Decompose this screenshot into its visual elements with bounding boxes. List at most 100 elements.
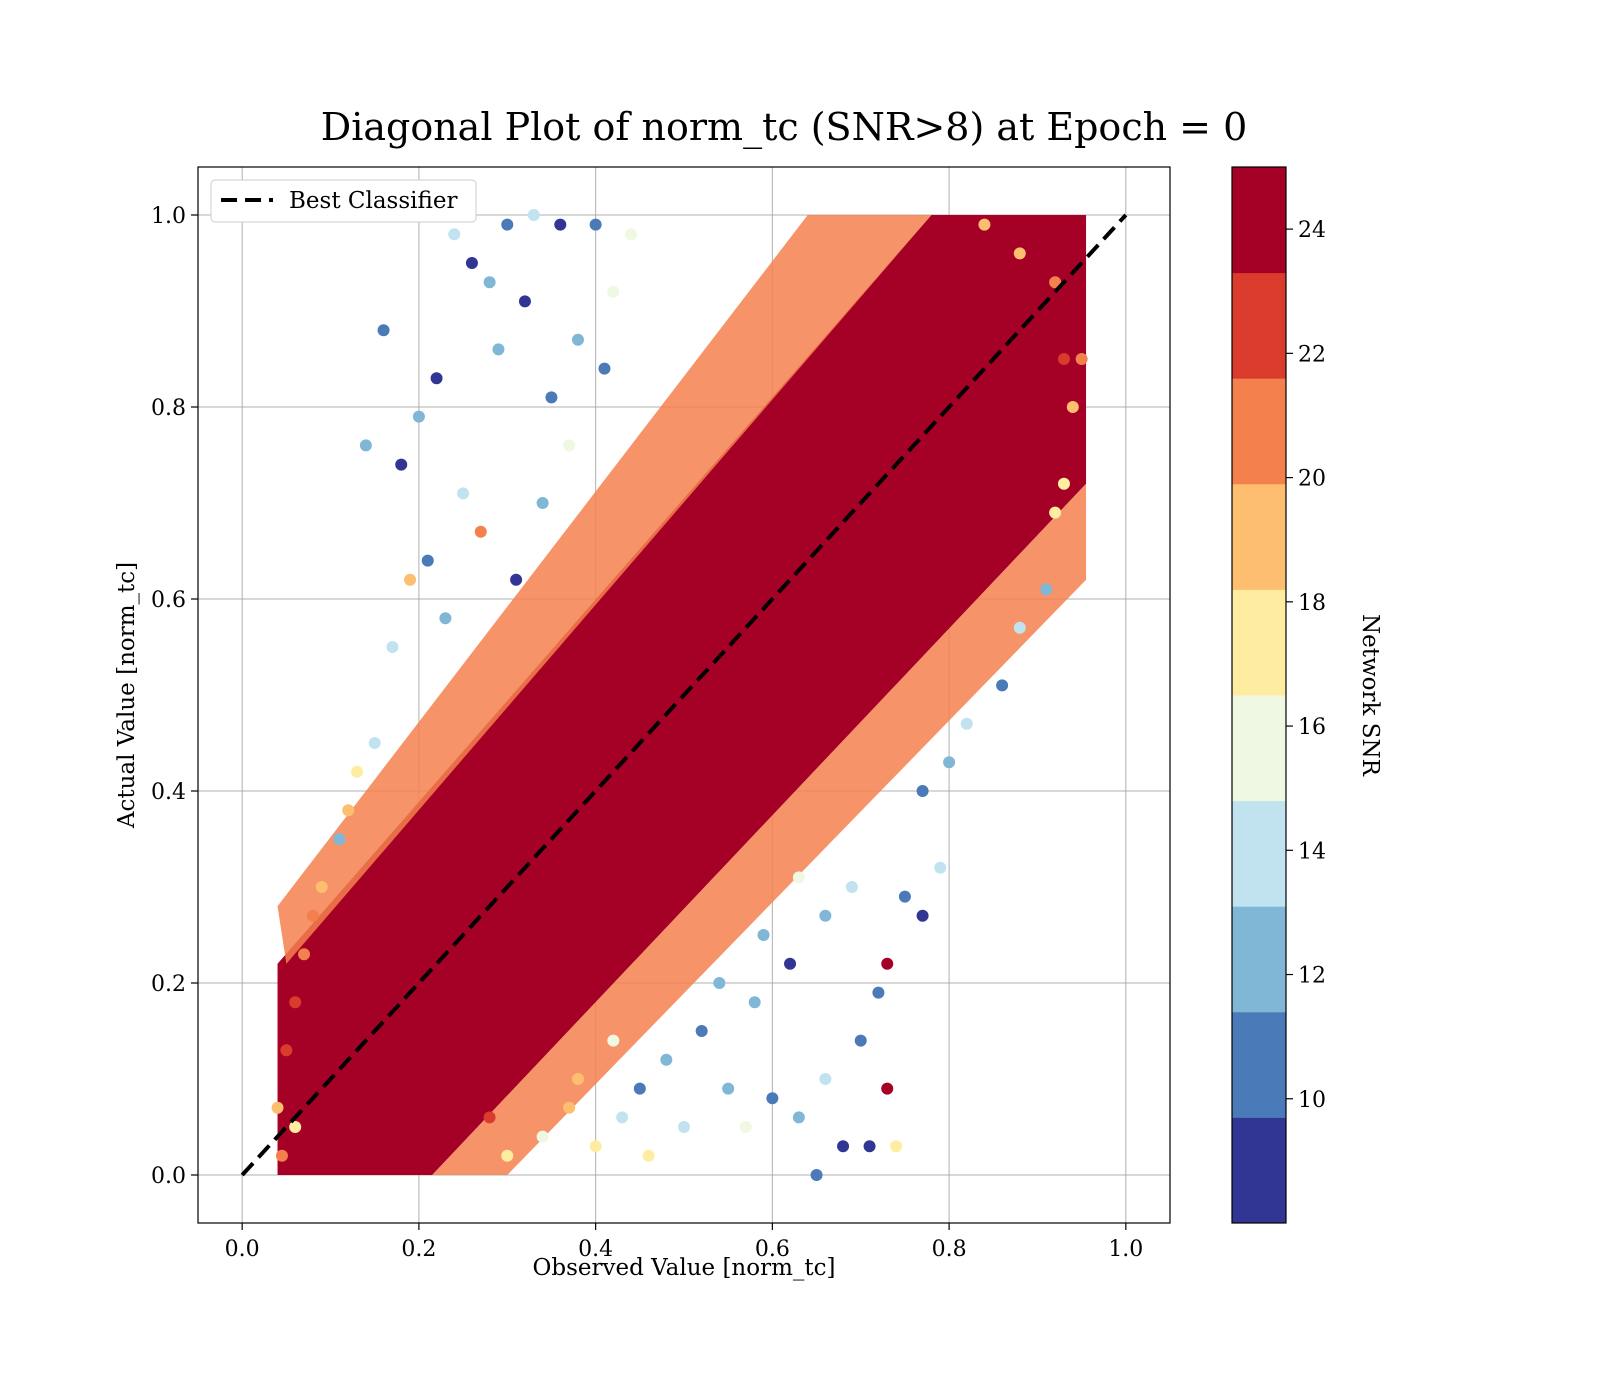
scatter-point [1013, 621, 1026, 634]
scatter-point [289, 1121, 302, 1133]
scatter-point [395, 458, 408, 471]
scatter-point [996, 679, 1009, 692]
scatter-point [1066, 401, 1079, 413]
scatter-point [421, 554, 434, 567]
x-axis-label: Observed Value [norm_tc] [533, 1255, 836, 1281]
colorbar-frame [1231, 166, 1287, 1224]
y-axis-ticks: 0.0 0.2 0.4 0.6 0.8 1.0 [151, 204, 198, 1189]
scatter-point [766, 1092, 779, 1105]
scatter-point [845, 881, 858, 893]
scatter-point [1040, 583, 1053, 596]
colorbar-bin [1232, 378, 1286, 485]
scatter-point [792, 1111, 805, 1124]
colorbar-tick-label: 24 [1298, 218, 1326, 243]
scatter-point [598, 362, 611, 375]
x-axis-ticks: 0.0 0.2 0.4 0.6 0.8 1.0 [225, 1223, 1143, 1262]
scatter-point [1013, 247, 1026, 260]
scatter-point [819, 909, 832, 922]
y-tick-label: 0.8 [151, 396, 186, 421]
y-tick-label: 0.6 [151, 588, 186, 613]
colorbar-label: Network SNR [1357, 614, 1383, 777]
scatter-point [545, 391, 558, 404]
scatter-point [607, 285, 620, 298]
scatter-point [1057, 353, 1070, 365]
scatter-point [810, 1169, 823, 1181]
colorbar-bin [1232, 800, 1286, 907]
scatter-point [898, 890, 911, 903]
scatter-point [333, 833, 346, 845]
dense-band-fringe [277, 215, 932, 964]
scatter-point [377, 324, 390, 337]
scatter-point [563, 439, 576, 452]
colorbar-bin [1232, 589, 1286, 696]
scatter-point [854, 1034, 867, 1047]
scatter-point [527, 209, 540, 221]
best-classifier-line [240, 213, 1128, 1177]
scatter-point [872, 986, 885, 999]
scatter-point [386, 641, 399, 653]
scatter-point [465, 257, 478, 269]
scatter-point [457, 487, 470, 500]
scatter-point [722, 1082, 735, 1095]
scatter-point [404, 573, 417, 586]
scatter-point [1049, 276, 1062, 289]
colorbar: 10 12 14 16 18 20 22 24 [1231, 166, 1326, 1224]
scatter-point [792, 871, 805, 884]
scatter-point [492, 343, 505, 356]
legend-box [210, 179, 477, 223]
scatter-point [624, 228, 637, 241]
scatter-point [678, 1121, 690, 1133]
colorbar-bin [1232, 167, 1286, 274]
y-tick-label: 1.0 [151, 204, 186, 229]
scatter-point [757, 929, 770, 941]
scatter-point [359, 439, 372, 452]
colorbar-tick-label: 18 [1298, 591, 1326, 616]
y-tick-label: 0.0 [151, 1164, 186, 1189]
scatter-point [784, 957, 797, 970]
scatter-point [483, 276, 496, 289]
scatter-point [306, 909, 319, 922]
scatter-points [271, 209, 1088, 1181]
scatter-point [863, 1140, 876, 1153]
scatter-point [660, 1053, 673, 1066]
scatter-point [713, 977, 726, 989]
scatter-point [890, 1140, 903, 1153]
x-tick-label: 0.0 [225, 1237, 260, 1262]
x-tick-label: 0.4 [578, 1237, 613, 1262]
y-tick-label: 0.2 [151, 972, 186, 997]
scatter-point [960, 717, 973, 730]
scatter-point [642, 1149, 655, 1162]
scatter-point [1057, 477, 1070, 490]
colorbar-tick-label: 14 [1298, 839, 1326, 864]
colorbar-tick-label: 20 [1298, 467, 1326, 492]
colorbar-bin [1232, 1117, 1286, 1224]
scatter-point [518, 295, 531, 308]
legend: Best Classifier [210, 179, 477, 223]
scatter-point [616, 1111, 629, 1124]
scatter-point [916, 785, 929, 797]
scatter-point [695, 1025, 708, 1037]
scatter-point [501, 1149, 514, 1162]
colorbar-tick-label: 22 [1298, 342, 1326, 367]
colorbar-tick-label: 12 [1298, 964, 1326, 989]
scatter-point [289, 996, 302, 1009]
dense-band-core [295, 215, 1064, 1175]
y-axis-label: Actual Value [norm_tc] [114, 562, 140, 829]
chart-title: Diagonal Plot of norm_tc (SNR>8) at Epoc… [321, 105, 1248, 150]
scatter-point [739, 1121, 752, 1133]
scatter-point [589, 218, 602, 231]
scatter-point [368, 737, 381, 749]
scatter-point [439, 612, 452, 625]
scatter-point [536, 497, 549, 509]
scatter-point [881, 1082, 894, 1095]
scatter-point [536, 1130, 549, 1143]
scatter-point [430, 372, 443, 385]
colorbar-bin [1232, 1011, 1286, 1118]
scatter-point [563, 1101, 576, 1114]
x-tick-label: 0.2 [401, 1237, 436, 1262]
scatter-point [607, 1034, 620, 1047]
plot-area [197, 166, 1171, 1224]
scatter-point [837, 1140, 850, 1153]
scatter-point [571, 333, 584, 346]
